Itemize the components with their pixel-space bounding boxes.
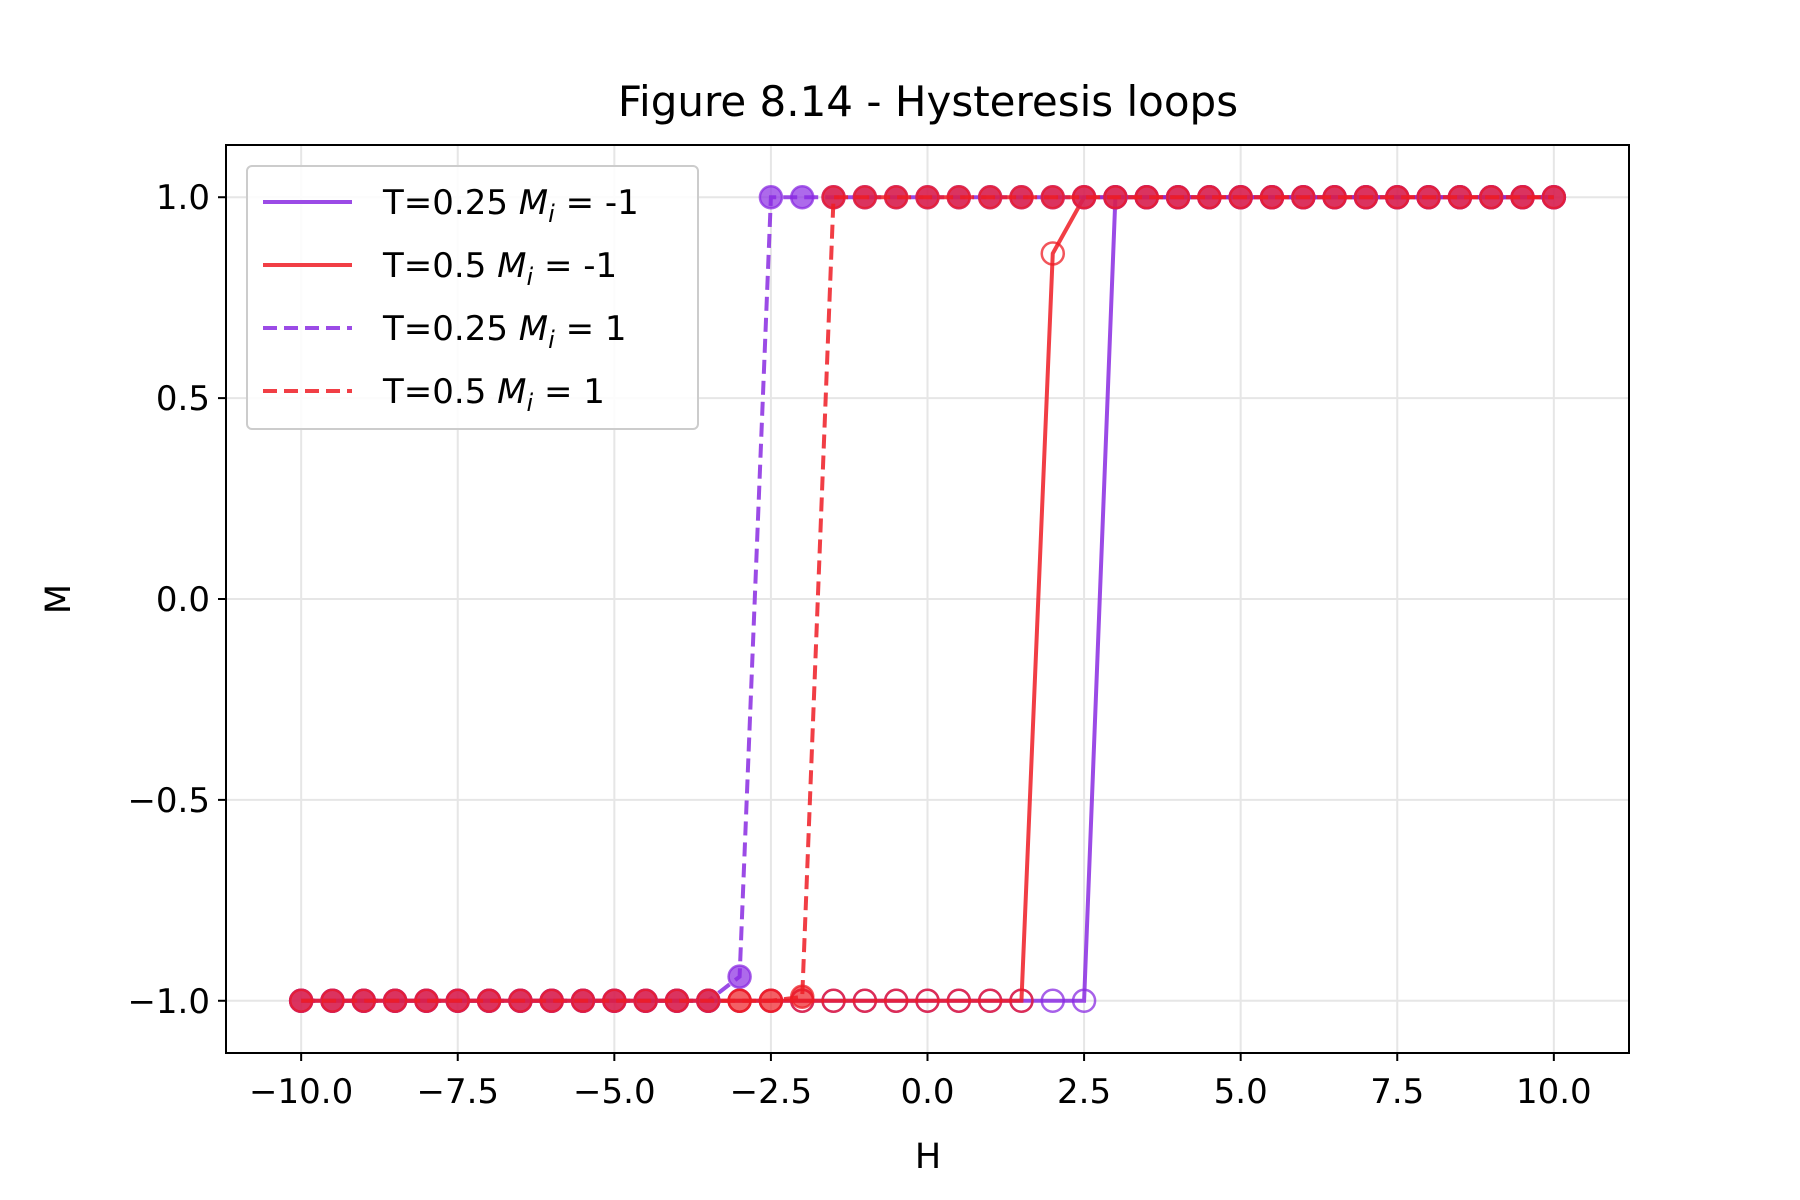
x-tick-label: −5.0	[573, 1072, 656, 1112]
legend-entry-label: T=0.5 Mi = -1	[382, 246, 617, 291]
data-point	[1447, 184, 1473, 210]
ticks: −10.0 −7.5 −5.0 −2.5 0.0 2.5 5.0 7.5 10.0 −1.0 −0.…	[127, 178, 1591, 1112]
data-point	[1510, 184, 1535, 210]
data-point	[1040, 184, 1066, 210]
data-point	[852, 184, 878, 210]
data-point	[1322, 184, 1347, 210]
chart-title: Figure 8.14 - Hysteresis loops	[618, 77, 1238, 126]
series-4	[288, 184, 1567, 1014]
data-point	[414, 988, 439, 1014]
data-point	[758, 988, 784, 1014]
legend-entry-label: T=0.25 Mi = 1	[382, 309, 627, 354]
x-tick-label: −10.0	[249, 1072, 353, 1112]
data-point	[883, 184, 909, 210]
data-point	[382, 988, 408, 1014]
data-point	[977, 988, 1003, 1014]
data-point	[1416, 184, 1441, 210]
data-point	[476, 988, 502, 1014]
data-point	[789, 984, 815, 1010]
y-axis-label: M	[39, 584, 79, 614]
data-point	[351, 988, 377, 1014]
data-point	[445, 988, 470, 1014]
x-tick-label: 7.5	[1370, 1072, 1424, 1112]
data-point	[821, 184, 846, 210]
x-axis-label: H	[915, 1137, 941, 1177]
data-point	[508, 988, 533, 1014]
y-tick-label: 1.0	[156, 178, 210, 218]
y-tick-label: −0.5	[127, 781, 210, 821]
x-tick-label: −2.5	[730, 1072, 813, 1112]
data-point	[1134, 184, 1159, 210]
x-tick-label: 2.5	[1057, 1072, 1111, 1112]
y-tick-label: 0.0	[156, 580, 210, 620]
data-point	[633, 988, 658, 1014]
data-point	[1071, 988, 1097, 1014]
data-point	[727, 964, 752, 989]
data-point	[821, 988, 846, 1014]
data-point	[1478, 184, 1504, 210]
data-point	[1009, 184, 1034, 210]
data-point	[1291, 184, 1316, 210]
data-point	[1071, 184, 1097, 210]
data-point	[1541, 184, 1567, 210]
data-point	[758, 184, 784, 210]
x-tick-label: −7.5	[416, 1072, 499, 1112]
data-point	[539, 988, 564, 1014]
data-point	[946, 184, 972, 210]
data-point	[1103, 184, 1128, 210]
x-tick-label: 5.0	[1214, 1072, 1268, 1112]
data-point	[1040, 241, 1066, 266]
legend-box	[246, 165, 699, 430]
y-tick-label: −1.0	[127, 982, 210, 1022]
data-point	[570, 988, 596, 1014]
data-point	[696, 988, 721, 1014]
data-point	[1259, 184, 1285, 210]
data-point	[727, 988, 752, 1014]
legend-entry-label: T=0.5 Mi = 1	[382, 372, 605, 417]
data-point	[1385, 184, 1410, 210]
data-point	[288, 988, 314, 1014]
legend: T=0.25 Mi = -1 T=0.5 Mi = -1 T=0.25 Mi = 1…	[246, 165, 699, 430]
data-point	[789, 184, 815, 210]
data-point	[883, 988, 909, 1014]
y-tick-label: 0.5	[156, 379, 210, 419]
series-layer	[288, 184, 1567, 1014]
data-point	[1228, 184, 1253, 210]
data-point	[1197, 184, 1222, 210]
data-point	[320, 988, 345, 1014]
data-point	[664, 988, 690, 1014]
data-point	[1040, 988, 1066, 1014]
data-point	[602, 988, 627, 1014]
legend-entry-label: T=0.25 Mi = -1	[382, 183, 639, 228]
data-point	[1353, 184, 1379, 210]
data-point	[977, 184, 1003, 210]
x-tick-label: 0.0	[900, 1072, 954, 1112]
x-tick-label: 10.0	[1516, 1072, 1592, 1112]
data-point	[1165, 184, 1191, 210]
data-point	[1009, 988, 1034, 1014]
data-point	[946, 988, 972, 1014]
data-point	[852, 988, 878, 1014]
data-point	[915, 988, 940, 1014]
data-point	[915, 184, 940, 210]
